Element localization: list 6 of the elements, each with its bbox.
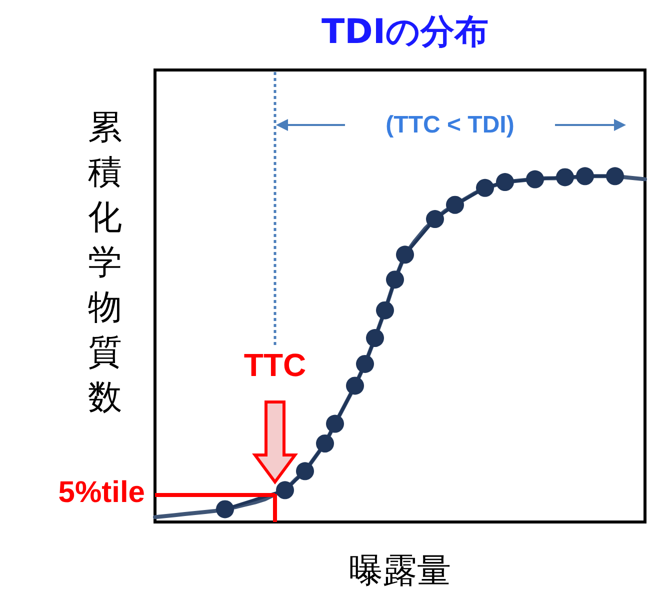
- y-axis-title: 累積化学物質数: [88, 108, 122, 418]
- annotation: TTC: [244, 347, 306, 383]
- x-axis-title: 曝露量: [349, 551, 451, 591]
- ref-line-label: 5%tile: [58, 476, 145, 509]
- text: (TTC < TDI): [386, 112, 514, 138]
- chart-title: TDIの分布: [321, 12, 489, 52]
